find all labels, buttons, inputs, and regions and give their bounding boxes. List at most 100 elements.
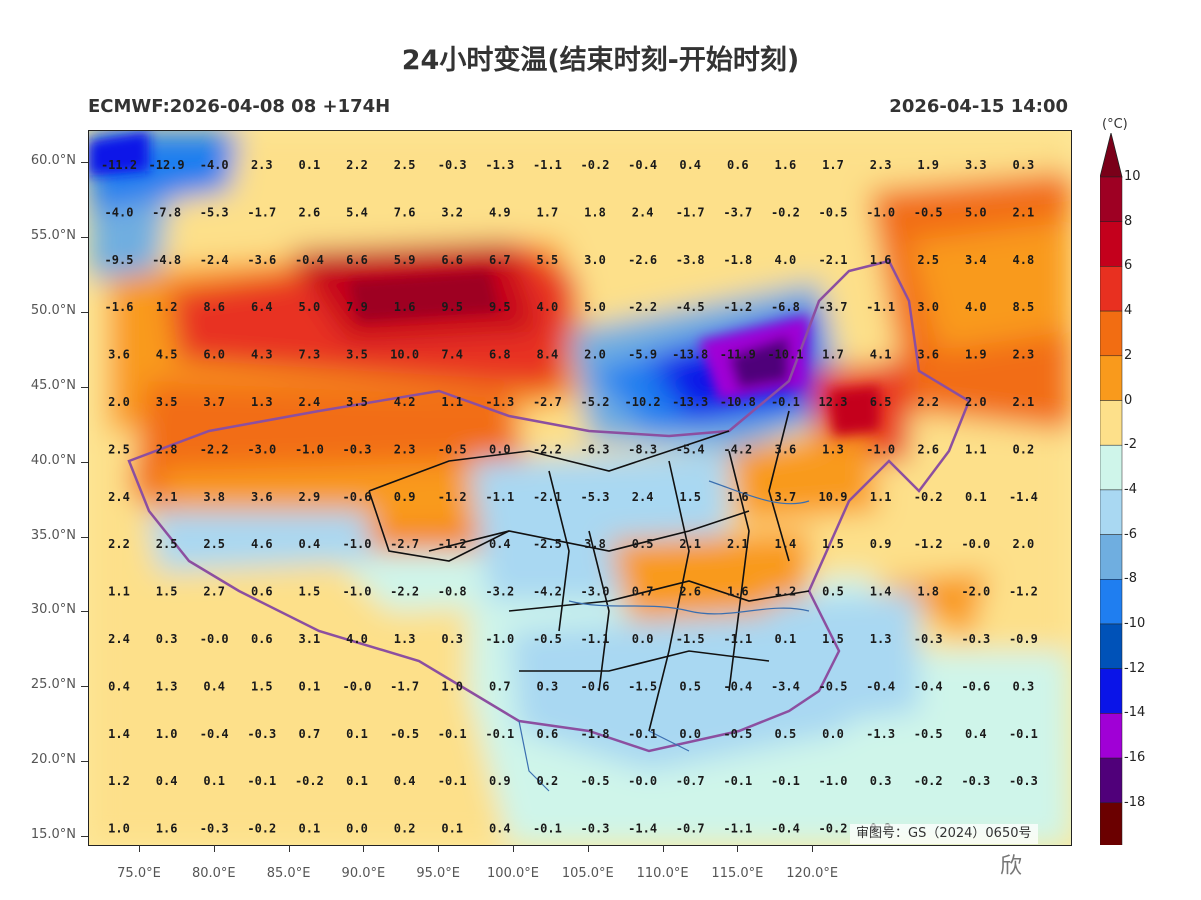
grid-value: -3.7 <box>819 300 848 314</box>
watermark-text: 欣 <box>1000 854 1025 879</box>
grid-value: -1.7 <box>676 205 705 219</box>
grid-value: 2.5 <box>394 158 416 172</box>
grid-value: 7.6 <box>394 205 416 219</box>
grid-value: 1.6 <box>727 490 749 504</box>
grid-value: 4.0 <box>346 632 368 646</box>
grid-value: 0.1 <box>775 632 797 646</box>
grid-value: -1.1 <box>581 632 610 646</box>
grid-value: -1.2 <box>914 537 943 551</box>
grid-value: 1.8 <box>584 205 606 219</box>
grid-value: -11.9 <box>720 348 756 362</box>
grid-value: 4.2 <box>394 395 416 409</box>
grid-value: 0.2 <box>537 774 559 788</box>
grid-value: 5.0 <box>299 300 321 314</box>
longitude-tick <box>288 845 290 852</box>
colorbar-top-arrow <box>1100 133 1123 178</box>
grid-value: -4.2 <box>533 585 562 599</box>
colorbar-segment <box>1100 623 1123 669</box>
grid-value: -2.2 <box>200 442 229 456</box>
grid-value: 0.6 <box>727 158 749 172</box>
longitude-tick <box>737 845 739 852</box>
grid-value: 1.1 <box>108 585 130 599</box>
grid-value: 1.7 <box>822 348 844 362</box>
grid-value: -0.6 <box>961 679 990 693</box>
boundary-lines <box>127 259 971 792</box>
colorbar-segment <box>1100 534 1123 580</box>
grid-value: 0.1 <box>441 822 463 836</box>
grid-value: 0.2 <box>394 822 416 836</box>
grid-value: 2.5 <box>917 253 939 267</box>
grid-value: 2.0 <box>965 395 987 409</box>
grid-value: 0.4 <box>394 774 416 788</box>
grid-value: -0.1 <box>533 822 562 836</box>
grid-value: 7.9 <box>346 300 368 314</box>
grid-value: 2.8 <box>156 442 178 456</box>
grid-value: 1.3 <box>870 632 892 646</box>
latitude-label: 55.0°N <box>30 227 76 243</box>
grid-value: 0.9 <box>394 490 416 504</box>
longitude-label: 80.0°E <box>191 866 236 881</box>
grid-value: 2.6 <box>679 585 701 599</box>
grid-value: 2.2 <box>108 537 130 551</box>
longitude-label: 95.0°E <box>416 866 461 881</box>
grid-value: -10.8 <box>720 395 756 409</box>
grid-value: 0.0 <box>489 442 511 456</box>
colorbar-segment <box>1100 444 1123 491</box>
grid-value: 2.1 <box>156 490 178 504</box>
grid-value: -1.1 <box>723 822 752 836</box>
grid-value: 4.0 <box>775 253 797 267</box>
grid-value: -1.2 <box>438 537 467 551</box>
grid-value: 1.8 <box>917 585 939 599</box>
grid-value: -3.0 <box>581 585 610 599</box>
grid-value: 1.0 <box>108 822 130 836</box>
grid-value: 0.2 <box>1013 442 1035 456</box>
grid-value: 2.3 <box>394 442 416 456</box>
grid-value: -0.4 <box>914 679 943 693</box>
grid-value: 9.5 <box>489 300 511 314</box>
grid-value: 0.9 <box>870 537 892 551</box>
grid-value: 0.4 <box>965 727 987 741</box>
grid-value: -0.2 <box>914 490 943 504</box>
grid-value: -3.4 <box>771 679 800 693</box>
grid-value: 0.7 <box>489 679 511 693</box>
grid-value: -1.0 <box>343 585 372 599</box>
grid-value: -7.8 <box>152 205 181 219</box>
grid-value: -5.3 <box>581 490 610 504</box>
grid-value: -1.6 <box>105 300 134 314</box>
grid-value: 1.2 <box>108 774 130 788</box>
grid-value: 4.5 <box>156 348 178 362</box>
colorbar-segment <box>1100 757 1123 804</box>
grid-value: 0.1 <box>299 158 321 172</box>
grid-value: -9.5 <box>105 253 134 267</box>
grid-value: 3.6 <box>917 348 939 362</box>
grid-value: -1.5 <box>628 679 657 693</box>
grid-value: -0.5 <box>819 205 848 219</box>
grid-value: 1.5 <box>679 490 701 504</box>
grid-value: -1.1 <box>866 300 895 314</box>
colorbar-segment <box>1100 668 1123 714</box>
grid-value: -2.5 <box>533 537 562 551</box>
grid-value: 1.9 <box>965 348 987 362</box>
longitude-tick <box>587 845 589 852</box>
colorbar-segment <box>1100 400 1123 446</box>
grid-value: -0.4 <box>628 158 657 172</box>
grid-value: -0.3 <box>581 822 610 836</box>
colorbar-unit: (°C) <box>1102 117 1128 132</box>
grid-value: 4.6 <box>251 537 273 551</box>
grid-value: -0.2 <box>247 822 276 836</box>
grid-value: -0.5 <box>390 727 419 741</box>
grid-value: 1.5 <box>251 679 273 693</box>
grid-value: 2.4 <box>632 490 654 504</box>
grid-value: -2.2 <box>628 300 657 314</box>
colorbar-segment <box>1100 802 1123 845</box>
colorbar-label: -14 <box>1124 705 1146 721</box>
grid-value: -1.2 <box>438 490 467 504</box>
longitude-tick <box>513 845 514 852</box>
grid-value: 8.4 <box>537 348 559 362</box>
grid-value: 0.6 <box>251 585 273 599</box>
grid-value: 4.1 <box>870 348 892 362</box>
grid-value: -2.7 <box>390 537 419 551</box>
colorbar-label: -2 <box>1124 437 1137 453</box>
latitude-label: 25.0°N <box>30 677 76 693</box>
grid-value: -0.1 <box>628 727 657 741</box>
